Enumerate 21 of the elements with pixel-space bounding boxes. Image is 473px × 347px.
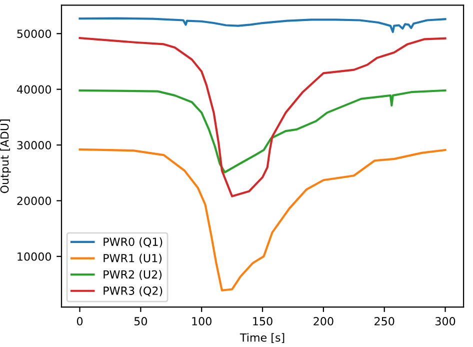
line-series bbox=[78, 89, 446, 174]
x-tick-label: 250 bbox=[374, 317, 394, 326]
legend-label: PWR2 (U2) bbox=[104, 270, 162, 280]
y-axis-title: Output [ADU] bbox=[0, 120, 11, 194]
x-tick-label: 100 bbox=[192, 317, 212, 326]
x-tick-label: 50 bbox=[134, 317, 148, 326]
x-tick-label: 0 bbox=[76, 317, 83, 326]
legend-label: PWR0 (Q1) bbox=[104, 237, 162, 248]
legend-label: PWR3 (Q2) bbox=[104, 286, 162, 296]
x-tick-label: 200 bbox=[314, 317, 334, 326]
x-tick-label: 150 bbox=[253, 317, 272, 326]
line-series bbox=[78, 17, 446, 33]
legend-label: PWR1 (U1) bbox=[104, 254, 162, 264]
y-tick-label: 50000 bbox=[17, 30, 52, 38]
y-tick-label: 20000 bbox=[17, 196, 52, 206]
y-tick-label: 30000 bbox=[17, 140, 52, 150]
line-series bbox=[78, 37, 446, 198]
x-axis-title: Time [s] bbox=[240, 333, 284, 344]
y-tick-label: 10000 bbox=[18, 252, 52, 261]
y-tick-label: 40000 bbox=[16, 85, 52, 94]
x-tick-label: 300 bbox=[436, 317, 456, 326]
